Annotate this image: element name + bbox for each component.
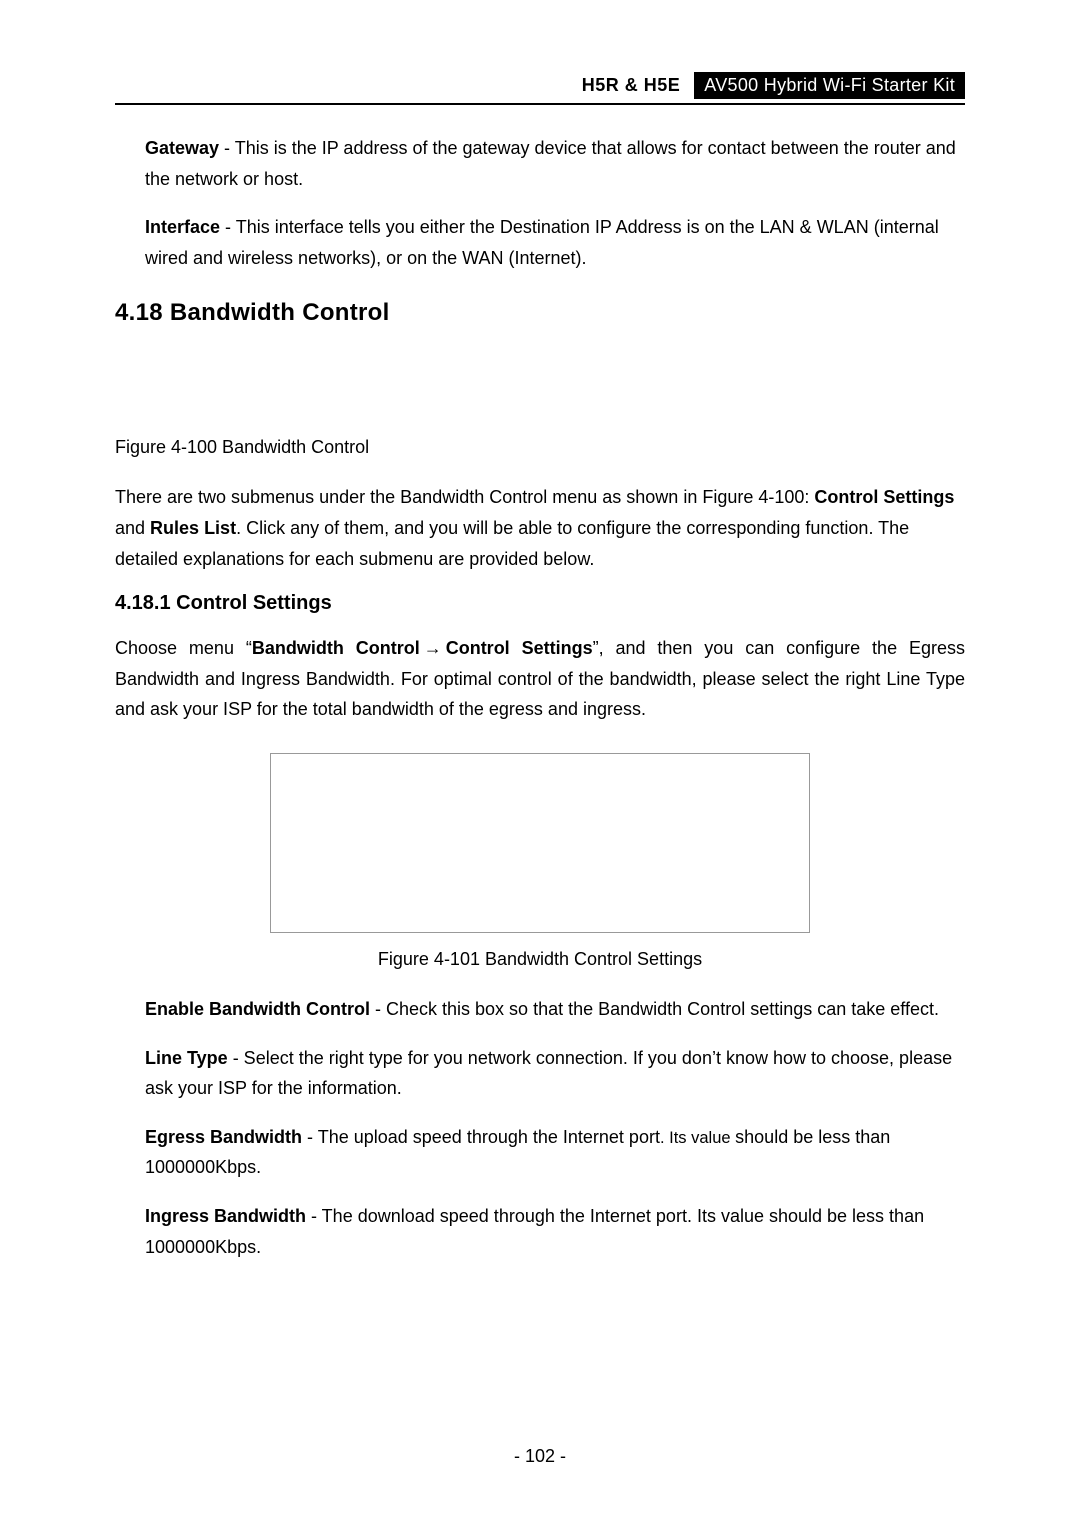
choose-b2: Control Settings <box>446 638 593 658</box>
choose-menu-paragraph: Choose menu “Bandwidth Control→Control S… <box>115 633 965 725</box>
product-badge: AV500 Hybrid Wi-Fi Starter Kit <box>694 72 965 99</box>
choose-b1: Bandwidth Control <box>252 638 420 658</box>
gateway-term: Gateway <box>145 138 219 158</box>
egress-term: Egress Bandwidth <box>145 1127 307 1147</box>
model-label: H5R & H5E <box>582 75 685 96</box>
page: H5R & H5E AV500 Hybrid Wi-Fi Starter Kit… <box>0 0 1080 1527</box>
submenus-b1: Control Settings <box>814 487 954 507</box>
figure-100-caption: Figure 4-100 Bandwidth Control <box>115 437 965 458</box>
enable-paragraph: Enable Bandwidth Control - Check this bo… <box>145 994 965 1025</box>
figure-101-box <box>270 753 810 933</box>
submenus-t2: and <box>115 518 150 538</box>
heading-control-settings: 4.18.1 Control Settings <box>115 592 965 615</box>
egress-small: . Its value <box>660 1129 735 1147</box>
gateway-block: Gateway - This is the IP address of the … <box>115 133 965 273</box>
submenus-t1: There are two submenus under the Bandwid… <box>115 487 814 507</box>
enable-term: Enable Bandwidth Control <box>145 999 370 1019</box>
enable-text: - Check this box so that the Bandwidth C… <box>370 999 939 1019</box>
submenus-b2: Rules List <box>150 518 236 538</box>
heading-bandwidth-control: 4.18 Bandwidth Control <box>115 299 965 327</box>
arrow-icon: → <box>420 633 446 664</box>
ingress-term: Ingress Bandwidth <box>145 1206 306 1226</box>
interface-term: Interface <box>145 217 220 237</box>
submenus-paragraph: There are two submenus under the Bandwid… <box>115 482 965 574</box>
settings-definitions: Enable Bandwidth Control - Check this bo… <box>115 994 965 1262</box>
figure-101-caption: Figure 4-101 Bandwidth Control Settings <box>115 949 965 970</box>
choose-t1: Choose menu “ <box>115 638 252 658</box>
interface-paragraph: Interface - This interface tells you eit… <box>145 212 965 273</box>
interface-text: - This interface tells you either the De… <box>145 217 939 268</box>
gateway-paragraph: Gateway - This is the IP address of the … <box>145 133 965 194</box>
egress-mid: - The upload speed through the Internet … <box>307 1127 660 1147</box>
figure-100-placeholder <box>115 347 965 437</box>
egress-paragraph: Egress Bandwidth - The upload speed thro… <box>145 1122 965 1183</box>
linetype-paragraph: Line Type - Select the right type for yo… <box>145 1043 965 1104</box>
page-number: - 102 - <box>0 1446 1080 1467</box>
linetype-term: Line Type <box>145 1048 228 1068</box>
gateway-text: - This is the IP address of the gateway … <box>145 138 956 189</box>
linetype-text: - Select the right type for you network … <box>145 1048 952 1099</box>
header-rule <box>115 103 965 105</box>
header: H5R & H5E AV500 Hybrid Wi-Fi Starter Kit <box>115 72 965 99</box>
fig-box-gap <box>115 743 965 753</box>
ingress-paragraph: Ingress Bandwidth - The download speed t… <box>145 1201 965 1262</box>
